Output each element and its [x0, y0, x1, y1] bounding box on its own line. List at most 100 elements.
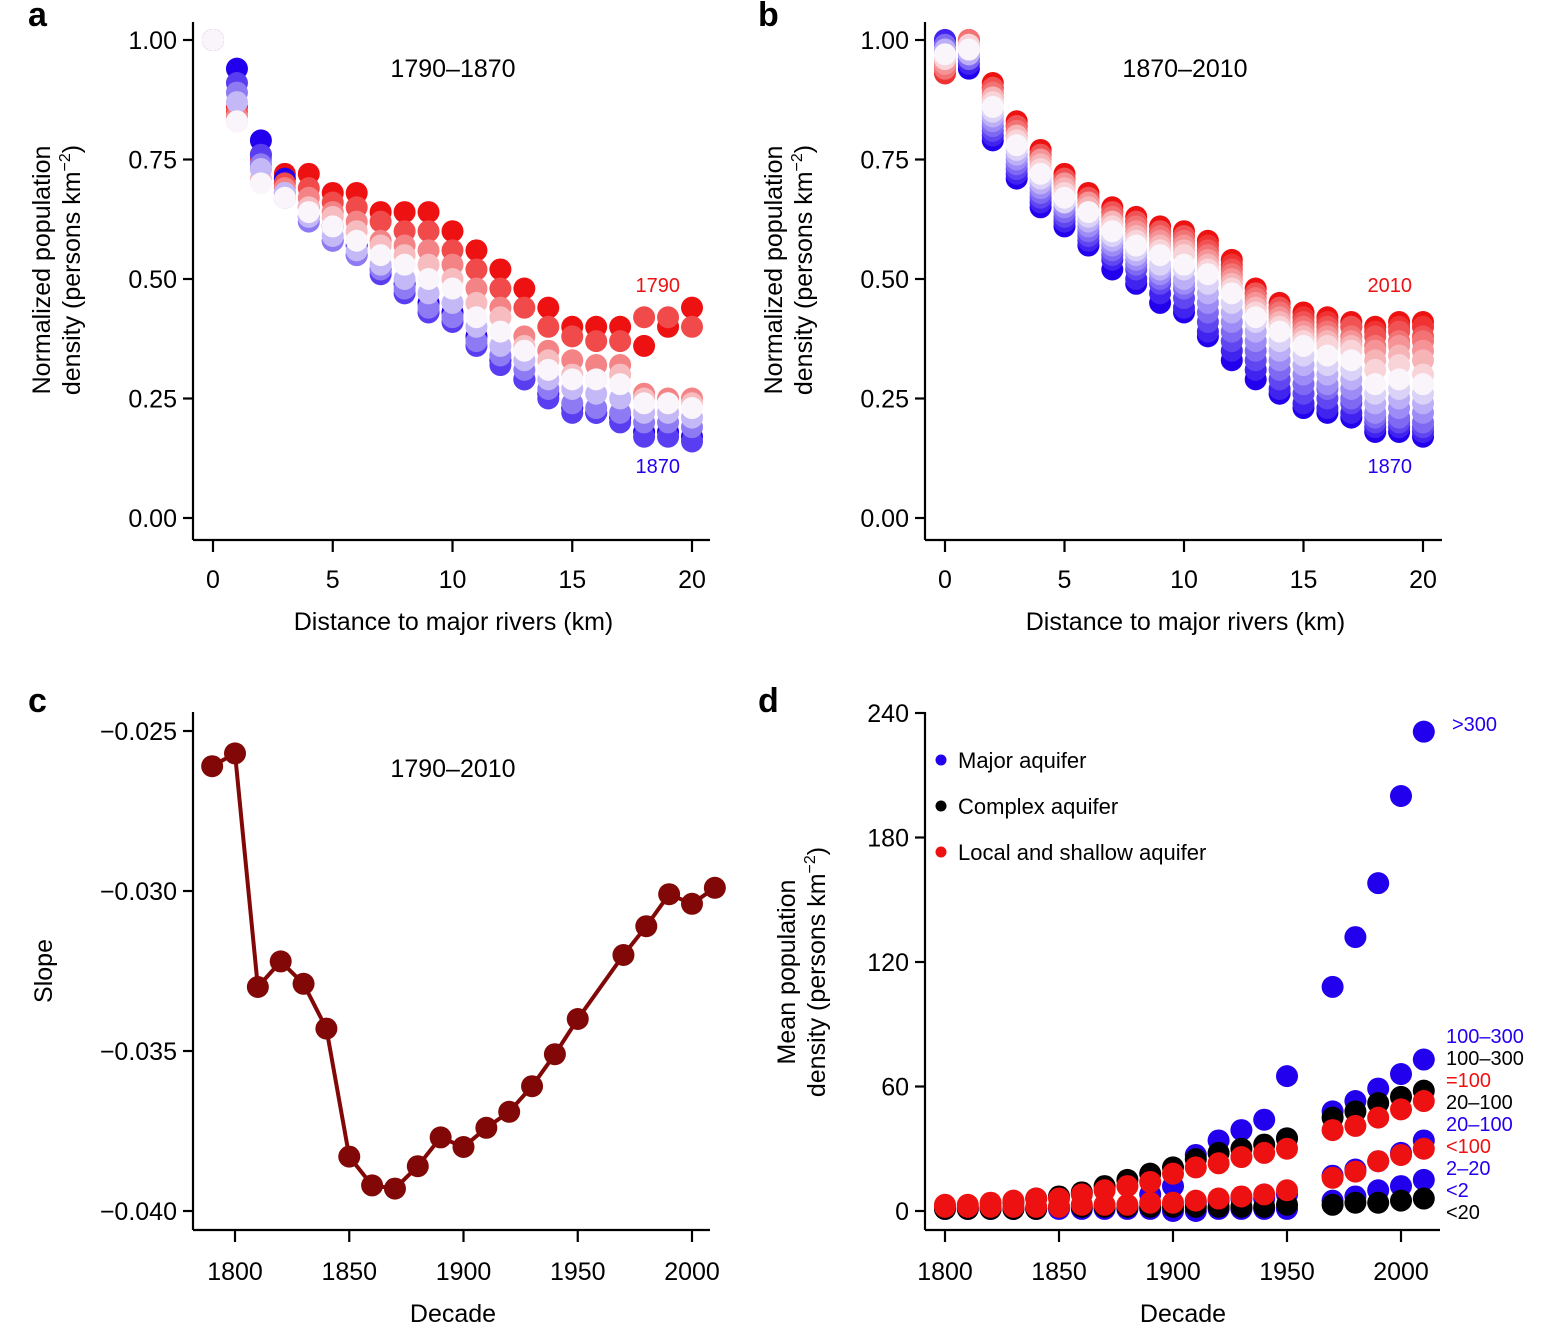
- data-point: [201, 755, 224, 778]
- data-point: [1340, 349, 1363, 372]
- data-point: [1125, 234, 1148, 257]
- data-point: [1077, 201, 1100, 224]
- data-point: [441, 220, 464, 243]
- data-point: [249, 172, 272, 195]
- data-point: [1173, 253, 1195, 276]
- panel-letter-a: a: [28, 0, 48, 34]
- data-point: [225, 110, 248, 133]
- legend-label: Major aquifer: [958, 748, 1086, 773]
- data-point: [1268, 320, 1291, 343]
- data-point: [1390, 1189, 1412, 1212]
- data-point: [1321, 1166, 1344, 1189]
- data-point: [609, 373, 632, 396]
- data-point: [635, 915, 658, 938]
- category-label: 2–20: [1446, 1158, 1491, 1180]
- y-axis-title-line2: density (persons km−2): [789, 145, 818, 395]
- data-point: [658, 883, 681, 906]
- data-point: [1207, 1187, 1230, 1210]
- x-tick-label: 15: [558, 566, 586, 594]
- data-point: [1230, 1146, 1253, 1169]
- data-point: [297, 201, 320, 224]
- y-tick-label: −0.035: [100, 1038, 177, 1066]
- category-label: 20–100: [1446, 1114, 1513, 1136]
- data-point: [566, 1008, 589, 1030]
- data-point: [1253, 1108, 1276, 1131]
- category-label: 100–300: [1446, 1026, 1524, 1048]
- data-point: [246, 976, 269, 998]
- y-axis-title-close-paren: ): [790, 145, 818, 153]
- y-tick-label: −0.030: [100, 878, 177, 906]
- data-point: [612, 944, 635, 966]
- data-point: [1321, 1193, 1344, 1216]
- data-point: [1139, 1191, 1162, 1214]
- data-point: [513, 277, 536, 300]
- category-label: =100: [1446, 1070, 1491, 1092]
- data-point: [1116, 1193, 1139, 1216]
- series-local-and-shallow-aquifer-100: [934, 1090, 1435, 1216]
- color-scale-end-label: 1870: [1368, 456, 1413, 478]
- category-label: 100–300: [1446, 1048, 1524, 1070]
- data-point: [498, 1100, 521, 1123]
- data-point: [1344, 926, 1367, 949]
- data-point: [369, 210, 392, 233]
- data-point: [475, 1116, 498, 1139]
- data-point: [956, 1193, 979, 1216]
- y-tick-label: 0.75: [128, 147, 177, 175]
- data-point: [1367, 1191, 1390, 1214]
- data-point: [1220, 282, 1243, 305]
- y-tick-label: 240: [867, 700, 909, 728]
- data-point: [1390, 1063, 1412, 1086]
- data-point: [1364, 373, 1387, 396]
- x-tick-label: 1900: [436, 1258, 492, 1286]
- data-point: [489, 320, 512, 343]
- data-point: [1412, 373, 1434, 396]
- data-point: [513, 296, 536, 319]
- x-tick-label: 1800: [917, 1258, 973, 1286]
- data-point: [1244, 306, 1267, 329]
- data-point: [1048, 1187, 1070, 1210]
- data-point: [1390, 1143, 1412, 1166]
- y-axis-title-superscript: −2: [802, 855, 819, 873]
- data-point: [429, 1126, 452, 1149]
- data-point: [561, 368, 584, 391]
- slope-line: [211, 750, 716, 1191]
- color-scale-start-label: 1790: [636, 275, 681, 297]
- panel-d: 0 60 120 180 240 1800 1850 1900 1950 2000 Decade Me…: [773, 700, 1524, 1328]
- data-point: [369, 244, 392, 267]
- category-label: 20–100: [1446, 1092, 1513, 1114]
- x-axis-title: Decade: [1140, 1300, 1226, 1328]
- data-point: [269, 950, 292, 973]
- y-axis-title-line1: Mean population: [773, 880, 801, 1065]
- data-point: [1029, 162, 1052, 185]
- data-point: [1005, 134, 1028, 157]
- panel-b: 0.00 0.25 0.50 0.75 1.00 0 5 10 15 20 Distance to …: [760, 22, 1442, 636]
- data-point: [633, 334, 656, 357]
- x-tick-label: 1800: [207, 1258, 263, 1286]
- x-tick-label: 1950: [550, 1258, 606, 1286]
- data-point: [657, 306, 680, 329]
- data-point: [979, 1191, 1002, 1214]
- period-annotation: 1790–1870: [390, 55, 515, 83]
- data-point: [633, 392, 656, 415]
- y-tick-label: 0: [895, 1198, 909, 1226]
- y-axis-title-text: density (persons km: [790, 171, 818, 395]
- data-point: [406, 1155, 429, 1178]
- y-axis-title-line1: Normalized population: [28, 146, 56, 395]
- y-axis-title-line2: density (persons km−2): [57, 145, 86, 395]
- y-tick-label: 1.00: [860, 27, 909, 55]
- data-point: [345, 229, 368, 252]
- y-tick-label: 0.50: [860, 266, 909, 294]
- y-tick-label: 60: [881, 1074, 909, 1102]
- data-point: [1388, 368, 1411, 391]
- data-point: [1390, 1098, 1412, 1121]
- x-tick-label: 0: [938, 566, 952, 594]
- data-point: [657, 392, 680, 415]
- data-point: [1344, 1160, 1367, 1183]
- data-point: [1412, 1137, 1435, 1160]
- data-point: [1276, 1179, 1298, 1202]
- y-tick-label: 120: [867, 949, 909, 977]
- data-point: [465, 306, 488, 329]
- color-scale-start-label: 2010: [1368, 275, 1413, 297]
- data-point: [681, 397, 703, 420]
- data-point: [681, 892, 703, 915]
